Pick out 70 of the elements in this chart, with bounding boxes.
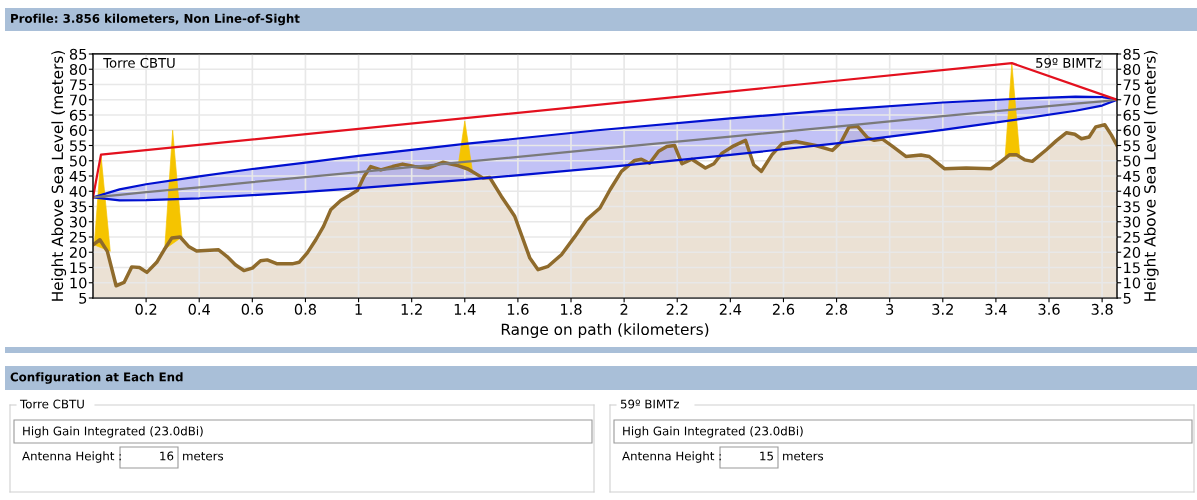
x-tick-label: 3.6	[1038, 303, 1060, 315]
text: High Gain Integrated (23.0dBi)	[23, 426, 203, 438]
y-tick-label: 15	[70, 262, 87, 274]
text: 16	[160, 451, 174, 461]
text: meters	[783, 451, 824, 461]
y-tick-label: 60	[69, 124, 87, 136]
y2-tick-label: 10	[1124, 277, 1141, 289]
y2-axis-title: Height Above Sea Level (meters)	[1143, 51, 1159, 301]
text: High Gain Integrated (23.0dBi)	[623, 426, 803, 438]
x-tick-label: 1.6	[507, 303, 529, 315]
x-tick-label: 1	[355, 304, 362, 315]
x-tick-label: 2.8	[826, 303, 848, 315]
annotation: Torre CBTU	[103, 57, 175, 68]
y2-tick-label: 20	[1123, 246, 1141, 258]
x-tick-label: 0.2	[135, 303, 157, 315]
x-tick-label: 1.8	[561, 303, 582, 315]
y-tick-label: 65	[69, 109, 87, 121]
y2-tick-label: 45	[1123, 170, 1140, 182]
y-tick-label: 5	[79, 292, 87, 304]
x-tick-label: 0.8	[294, 303, 317, 315]
x-tick-label: 2.4	[719, 303, 742, 315]
y-tick-label: 55	[70, 140, 87, 152]
text: meters	[183, 451, 224, 461]
y-axis-title: Height Above Sea Level (meters)	[51, 51, 67, 301]
y-tick-label: 20	[69, 246, 87, 258]
text: Antenna Height :	[22, 451, 121, 463]
y2-tick-label: 5	[1123, 292, 1131, 304]
y2-tick-label: 70	[1123, 94, 1141, 106]
y-tick-label: 85	[69, 48, 87, 60]
y2-tick-label: 40	[1123, 185, 1141, 197]
y2-tick-label: 35	[1123, 201, 1140, 213]
y-tick-label: 80	[69, 63, 87, 75]
text: 59º BIMTz	[620, 399, 679, 409]
y-tick-label: 25	[69, 231, 87, 243]
y-tick-label: 75	[70, 79, 87, 91]
y2-tick-label: 55	[1123, 140, 1140, 152]
chart-title: Profile: 3.856 kilometers, Non Line-of-Sight	[11, 13, 300, 26]
x-tick-label: 3.2	[932, 303, 953, 315]
text: Antenna Height :	[622, 451, 721, 463]
y2-tick-label: 75	[1123, 79, 1140, 91]
x-tick-label: 0.4	[188, 303, 210, 315]
x-tick-label: 2	[620, 303, 628, 315]
y-tick-label: 35	[70, 201, 87, 213]
y2-tick-label: 15	[1124, 262, 1140, 274]
y2-tick-label: 65	[1123, 109, 1140, 121]
y-tick-label: 70	[70, 94, 87, 106]
x-tick-label: 3	[886, 303, 894, 315]
y-tick-label: 50	[70, 155, 87, 167]
x-tick-label: 3.8	[1091, 303, 1113, 315]
x-tick-label: 1.4	[454, 304, 476, 315]
text: Configuration at Each End	[10, 372, 183, 384]
y-tick-label: 45	[69, 170, 87, 182]
annotation: 59º BIMTz	[1036, 57, 1102, 68]
x-tick-label: 2.6	[772, 303, 795, 315]
x-tick-label: 0.6	[241, 303, 264, 315]
y2-tick-label: 85	[1123, 48, 1140, 60]
text: 15	[760, 451, 773, 461]
y2-tick-label: 60	[1123, 124, 1141, 136]
y-tick-label: 40	[69, 185, 87, 197]
y2-tick-label: 25	[1123, 231, 1140, 243]
y2-tick-label: 30	[1123, 216, 1141, 228]
y-tick-label: 30	[70, 216, 87, 228]
x-tick-label: 3.4	[985, 303, 1007, 315]
x-tick-label: 2.2	[666, 303, 688, 315]
y-tick-label: 10	[70, 277, 87, 289]
y2-tick-label: 80	[1123, 63, 1141, 75]
y2-tick-label: 50	[1123, 155, 1141, 167]
x-axis-title: Range on path (kilometers)	[501, 323, 709, 339]
x-tick-label: 1.2	[401, 303, 422, 315]
text: Torre CBTU	[19, 399, 84, 409]
